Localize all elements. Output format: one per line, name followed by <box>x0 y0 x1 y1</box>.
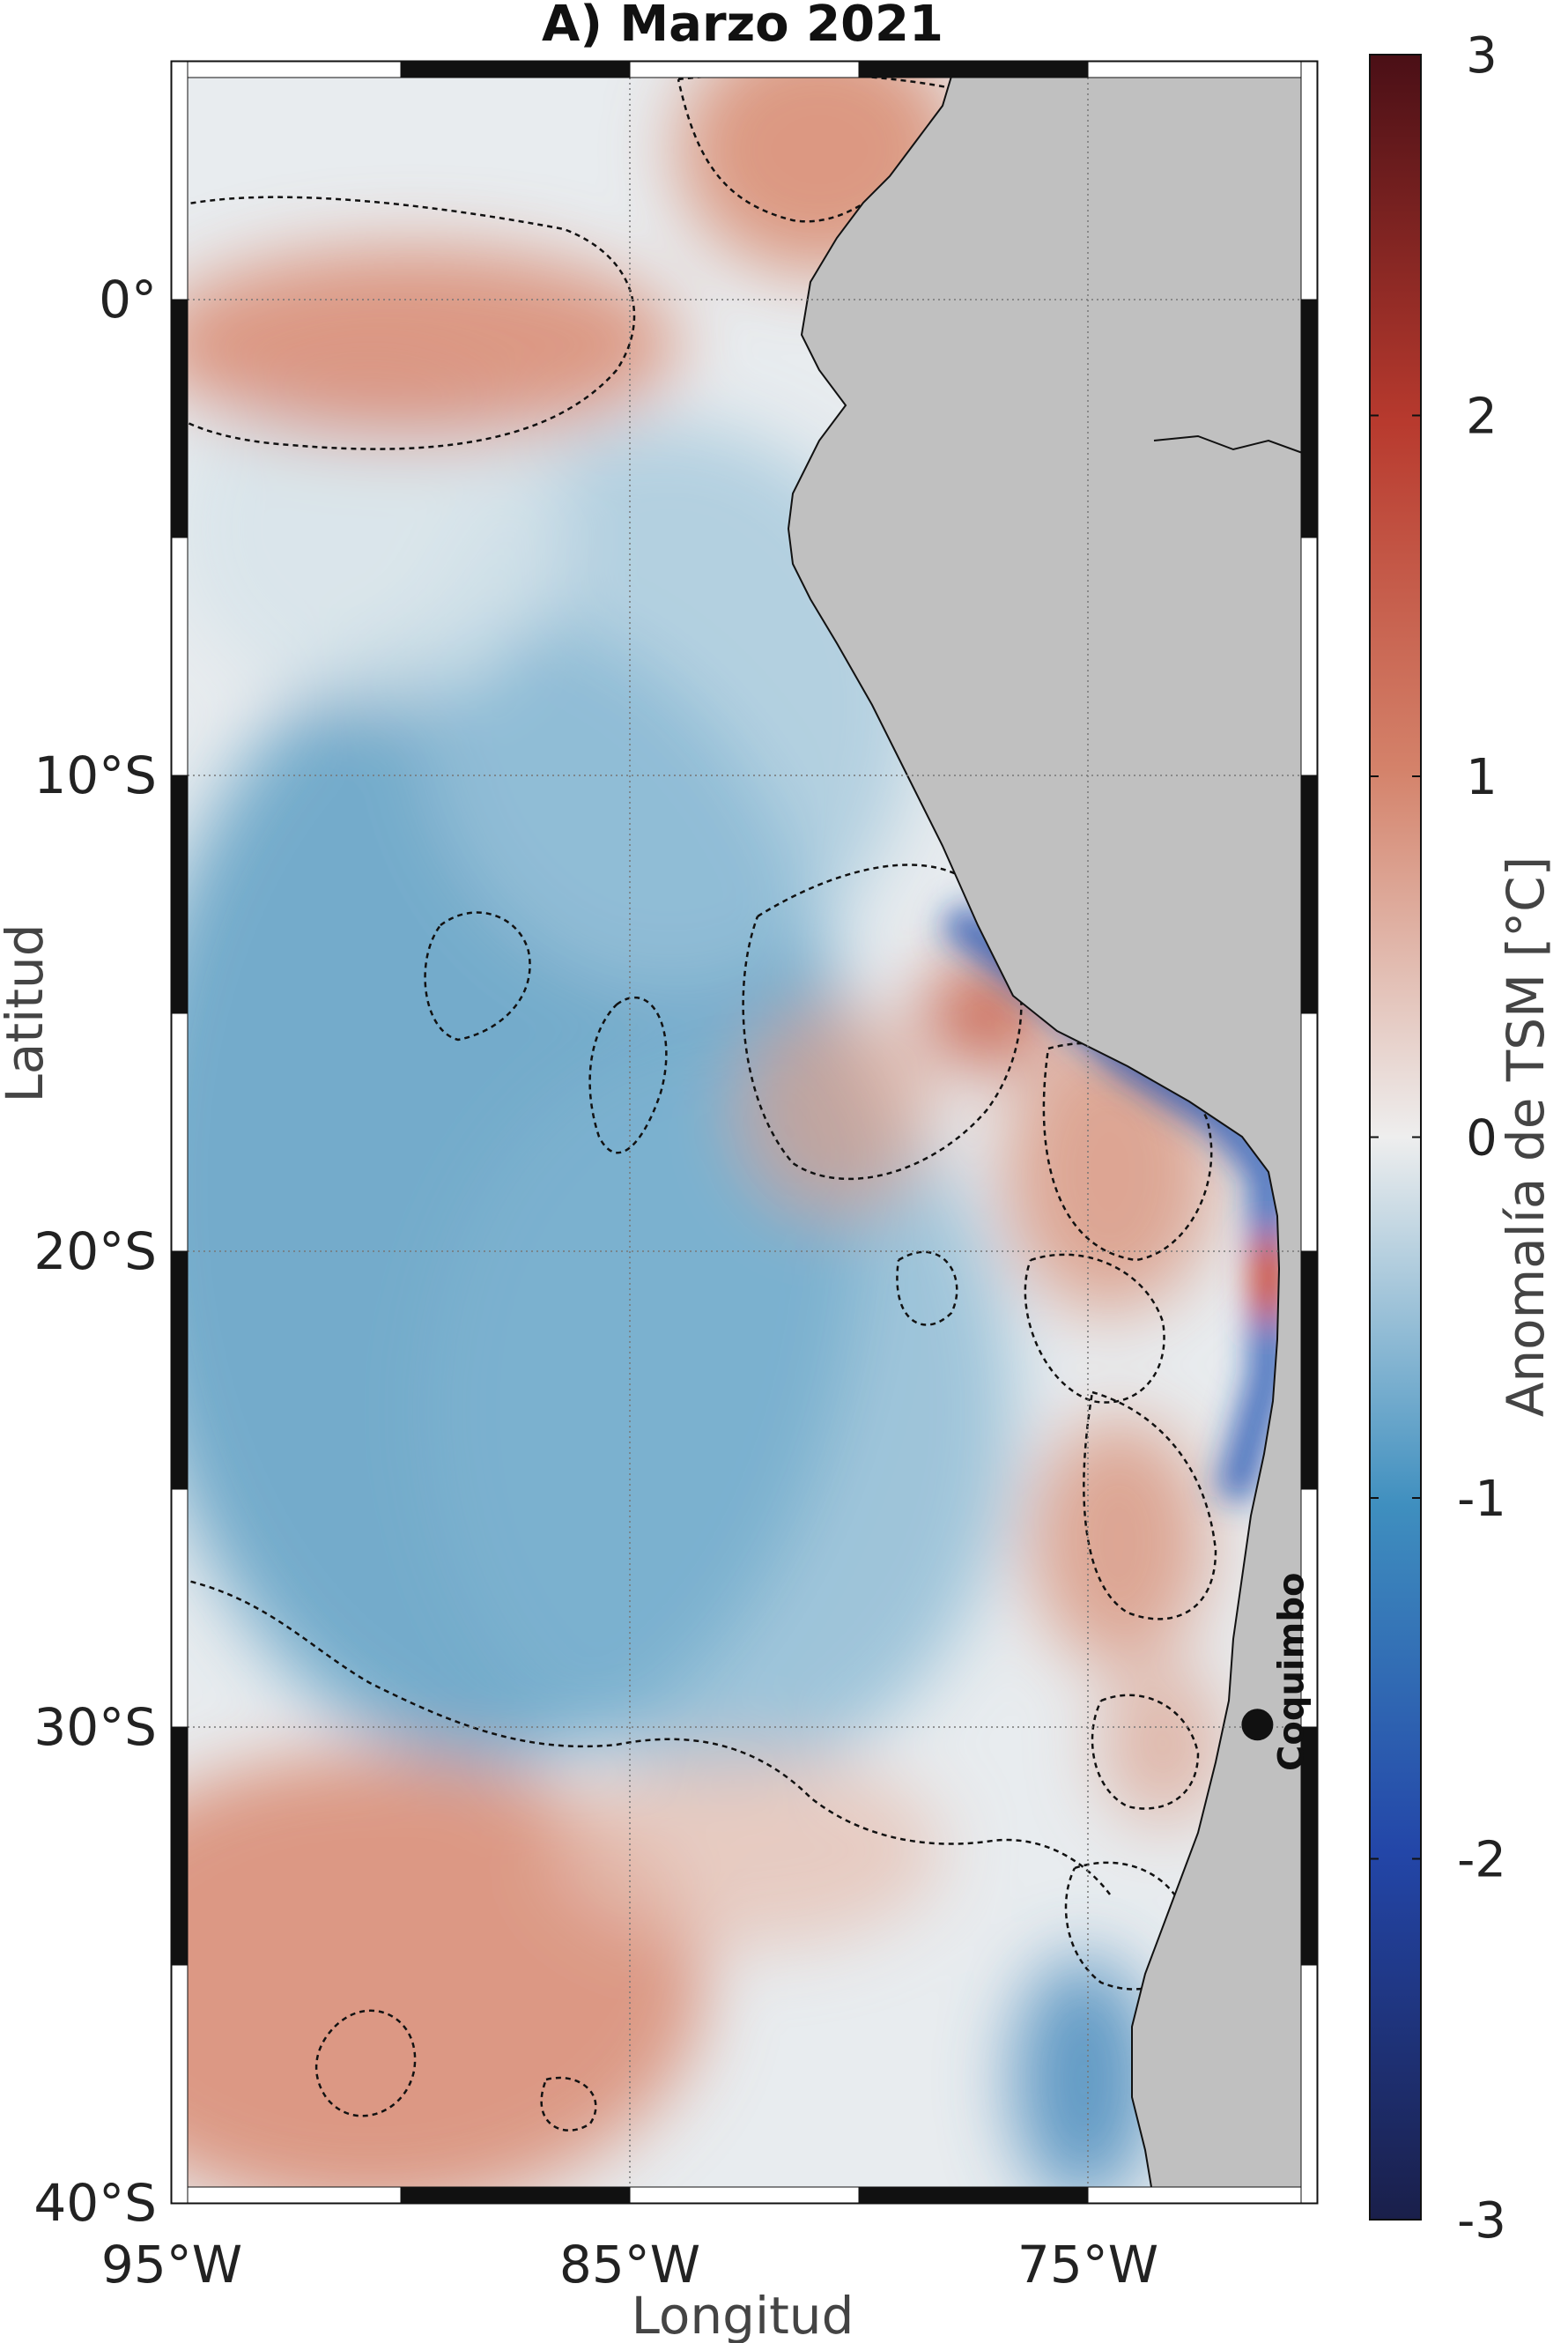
y-tick-label: 30°S <box>33 1697 157 1757</box>
frame-bar-bottom <box>171 2186 402 2204</box>
colorbar-tick-label: 3 <box>1466 27 1498 85</box>
frame-bar-top <box>1087 61 1318 78</box>
y-axis-ticks: 0° 10°S 20°S 30°S 40°S <box>33 270 157 2233</box>
coquimbo-marker: Coquimbo <box>1241 1573 1312 1771</box>
frame-bar-right <box>1300 775 1318 1014</box>
land-south-america <box>787 62 1317 2203</box>
colorbar-tick-label: 0 <box>1466 1110 1498 1168</box>
x-tick-label: 95°W <box>101 2235 242 2295</box>
frame-bar-top <box>171 61 402 78</box>
frame-bar-left <box>171 1726 189 1966</box>
frame-bar-left <box>171 1250 189 1490</box>
frame-bar-bottom <box>858 2186 1089 2204</box>
y-tick-label: 20°S <box>33 1221 157 1281</box>
frame-bar-left <box>171 1012 189 1252</box>
x-tick-label: 85°W <box>559 2235 700 2295</box>
colorbar-tick-label: -3 <box>1457 2192 1506 2250</box>
frame-bar-bottom <box>400 2186 631 2204</box>
frame-bar-left <box>171 299 189 538</box>
colorbar-tick-label: 2 <box>1466 389 1498 446</box>
frame-bar-left <box>171 1488 189 1728</box>
frame-bar-right <box>1300 1250 1318 1490</box>
frame-bar-right <box>1300 1012 1318 1252</box>
y-tick-label: 10°S <box>33 745 157 805</box>
graticule <box>172 62 1317 2203</box>
frame-bar-right <box>1300 537 1318 776</box>
colorbar-title: Anomalía de TSM [°C] <box>1496 856 1556 1418</box>
frame-bar-left <box>171 775 189 1014</box>
frame-bar-top <box>629 61 860 78</box>
frame-bar-top <box>858 61 1089 78</box>
frame-bar-left <box>171 537 189 776</box>
x-axis-title: Longitud <box>632 2286 854 2343</box>
x-axis-ticks: 95°W 85°W 75°W <box>101 2235 1158 2295</box>
frame-bar-right <box>1300 1964 1318 2204</box>
colorbar-tick-label: -1 <box>1457 1471 1506 1528</box>
x-tick-label: 75°W <box>1017 2235 1158 2295</box>
colorbar-tick-label: 1 <box>1466 749 1498 806</box>
frame-bar-bottom <box>1087 2186 1318 2204</box>
frame-bar-top <box>400 61 631 78</box>
sst-field <box>172 62 1317 2203</box>
marker-label: Coquimbo <box>1271 1573 1312 1771</box>
marker-dot <box>1241 1709 1274 1741</box>
frame-bar-left <box>171 1964 189 2204</box>
map-title: A) Marzo 2021 <box>542 0 943 53</box>
colorbar: 3 2 1 0 -1 -2 -3 Anomalía de TSM [°C] <box>1369 27 1556 2250</box>
y-tick-label: 40°S <box>33 2173 157 2233</box>
frame-bar-bottom <box>629 2186 860 2204</box>
colorbar-tick-label: -2 <box>1457 1832 1506 1889</box>
frame-bar-right <box>1300 299 1318 538</box>
colorbar-ticks: 3 2 1 0 -1 -2 -3 <box>1370 27 1506 2250</box>
y-tick-label: 0° <box>99 270 157 330</box>
y-axis-title: Latitud <box>0 923 55 1102</box>
checkered-border <box>171 61 1318 2204</box>
frame-bar-right <box>1300 61 1318 300</box>
frame-bar-left <box>171 61 189 300</box>
